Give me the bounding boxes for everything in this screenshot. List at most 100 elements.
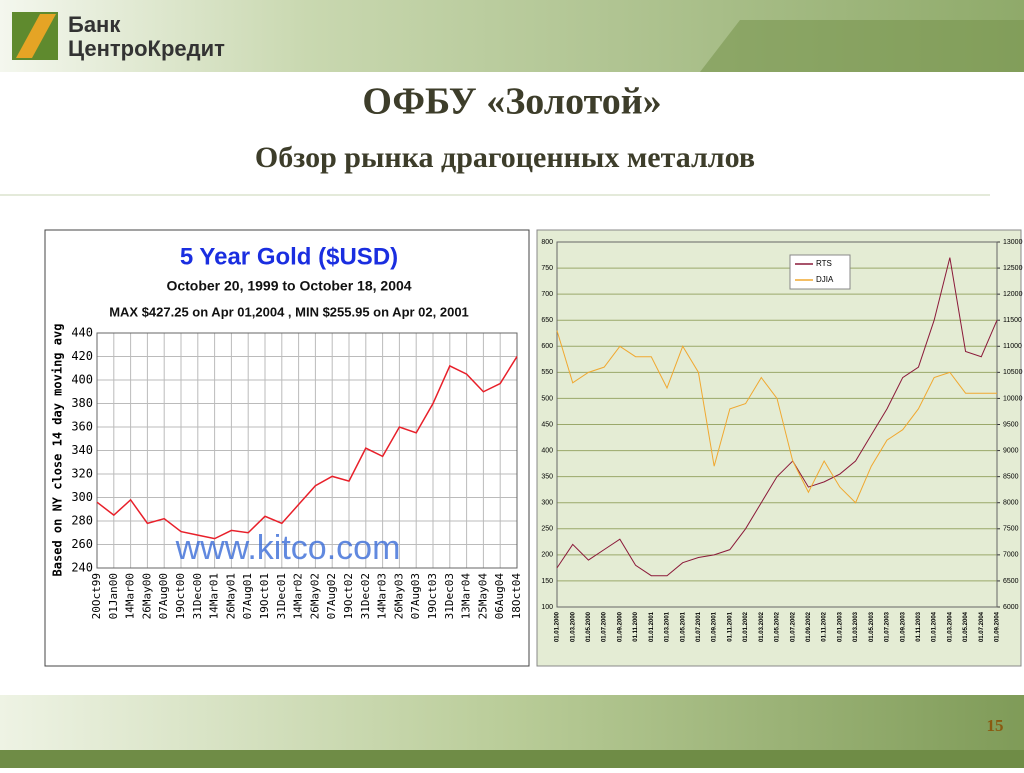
chart-title: 5 Year Gold ($USD) bbox=[180, 243, 398, 270]
y-tick-label: 250 bbox=[541, 526, 553, 533]
x-tick-label: 31Dec00 bbox=[191, 573, 204, 619]
x-tick-label: 01.09.2004 bbox=[995, 611, 1001, 642]
x-tick-label: 01.03.2003 bbox=[853, 611, 859, 642]
x-tick-label: 19Oct01 bbox=[258, 573, 271, 619]
x-tick-label: 01.09.2002 bbox=[806, 611, 812, 642]
chart-subtitle: October 20, 1999 to October 18, 2004 bbox=[166, 278, 411, 294]
y2-tick-label: 11000 bbox=[1003, 343, 1022, 350]
x-tick-label: 01.01.2000 bbox=[555, 611, 561, 642]
x-tick-label: 19Oct03 bbox=[426, 573, 439, 619]
y-tick-label: 700 bbox=[541, 291, 553, 298]
x-tick-label: 20Oct99 bbox=[90, 573, 103, 619]
chart-annotation: MAX $427.25 on Apr 01,2004 , MIN $255.95… bbox=[109, 304, 469, 319]
y-tick-label: 320 bbox=[71, 467, 93, 481]
y2-tick-label: 12000 bbox=[1003, 291, 1023, 298]
y2-tick-label: 7500 bbox=[1003, 526, 1019, 533]
series-line bbox=[556, 330, 997, 504]
y2-tick-label: 13000 bbox=[1003, 239, 1023, 246]
y-tick-label: 100 bbox=[541, 604, 553, 611]
x-tick-label: 26May02 bbox=[308, 573, 321, 619]
y2-tick-label: 6000 bbox=[1003, 604, 1019, 611]
x-tick-label: 01.09.2001 bbox=[712, 611, 718, 642]
x-tick-label: 01.05.2001 bbox=[680, 611, 686, 642]
plot-border bbox=[556, 241, 998, 608]
slide-title: ОФБУ «Золотой» bbox=[362, 81, 661, 123]
y-tick-label: 300 bbox=[71, 490, 93, 504]
x-tick-label: 01.05.2004 bbox=[963, 611, 969, 642]
x-tick-label: 01.05.2003 bbox=[869, 611, 875, 642]
y2-tick-label: 6500 bbox=[1003, 578, 1019, 585]
x-tick-label: 01.09.2003 bbox=[900, 611, 906, 642]
x-tick-label: 31Dec01 bbox=[275, 573, 288, 619]
page-number: 15 bbox=[987, 716, 1004, 735]
x-tick-label: 01.01.2002 bbox=[743, 611, 749, 642]
y-tick-label: 440 bbox=[71, 326, 93, 340]
y-tick-label: 350 bbox=[541, 473, 553, 480]
y-tick-label: 150 bbox=[541, 578, 553, 585]
x-tick-label: 01Jan00 bbox=[107, 573, 120, 619]
y-tick-label: 340 bbox=[71, 443, 93, 457]
y-tick-label: 400 bbox=[71, 373, 93, 387]
y2-tick-label: 8500 bbox=[1003, 473, 1019, 480]
series-line bbox=[556, 257, 998, 577]
logo-stripe bbox=[16, 14, 56, 58]
footer-strip bbox=[0, 750, 1024, 768]
x-tick-label: 19Oct02 bbox=[342, 573, 355, 619]
y2-tick-label: 8000 bbox=[1003, 500, 1019, 507]
x-tick-label: 13Mar04 bbox=[460, 573, 473, 620]
logo-text: Банк bbox=[68, 12, 121, 37]
y-tick-label: 280 bbox=[71, 514, 93, 528]
y-tick-label: 550 bbox=[541, 369, 553, 376]
x-tick-label: 01.11.2003 bbox=[916, 611, 922, 641]
x-tick-label: 01.11.2002 bbox=[822, 611, 828, 641]
y-tick-label: 360 bbox=[71, 420, 93, 434]
x-tick-label: 31Dec02 bbox=[359, 573, 372, 619]
y-tick-label: 400 bbox=[541, 447, 553, 454]
x-tick-label: 14Mar02 bbox=[292, 573, 305, 619]
x-tick-label: 25May04 bbox=[476, 573, 489, 620]
y-tick-label: 750 bbox=[541, 265, 553, 272]
x-tick-label: 01.03.2002 bbox=[759, 611, 765, 642]
x-tick-label: 26May01 bbox=[224, 573, 237, 619]
x-tick-label: 14Mar00 bbox=[124, 573, 137, 619]
y-tick-label: 600 bbox=[541, 343, 553, 350]
slide-subtitle: Обзор рынка драгоценных металлов bbox=[255, 141, 755, 174]
y2-tick-label: 11500 bbox=[1003, 317, 1022, 324]
x-tick-label: 07Aug01 bbox=[241, 573, 254, 619]
y-tick-label: 450 bbox=[541, 421, 553, 428]
y-axis-label: Based on NY close 14 day moving avg bbox=[51, 324, 65, 577]
x-tick-label: 01.11.2001 bbox=[727, 611, 733, 641]
x-tick-label: 18Oct04 bbox=[510, 573, 523, 620]
x-tick-label: 01.01.2004 bbox=[932, 611, 938, 642]
plot-border bbox=[96, 332, 518, 569]
y2-tick-label: 7000 bbox=[1003, 552, 1019, 559]
chart-frame bbox=[44, 229, 530, 667]
x-tick-label: 01.03.2000 bbox=[570, 611, 576, 642]
chart-frame bbox=[536, 229, 1022, 667]
x-tick-label: 07Aug00 bbox=[157, 573, 170, 619]
y2-tick-label: 10500 bbox=[1003, 369, 1023, 376]
x-tick-label: 01.11.2000 bbox=[633, 611, 639, 641]
series-line bbox=[96, 356, 518, 540]
y-tick-label: 380 bbox=[71, 396, 93, 410]
x-tick-label: 01.07.2003 bbox=[885, 611, 891, 642]
y-tick-label: 500 bbox=[541, 395, 553, 402]
x-tick-label: 01.05.2000 bbox=[586, 611, 592, 642]
y2-tick-label: 10000 bbox=[1003, 395, 1023, 402]
x-tick-label: 01.03.2004 bbox=[947, 611, 953, 642]
y-tick-label: 300 bbox=[541, 500, 553, 507]
legend-label: DJIA bbox=[816, 275, 834, 284]
y-tick-label: 240 bbox=[71, 561, 93, 575]
y2-tick-label: 9000 bbox=[1003, 447, 1019, 454]
x-tick-label: 01.07.2002 bbox=[790, 611, 796, 642]
y-tick-label: 200 bbox=[541, 552, 553, 559]
x-tick-label: 26May03 bbox=[392, 573, 405, 619]
x-tick-label: 01.03.2001 bbox=[665, 611, 671, 642]
legend-label: RTS bbox=[816, 259, 832, 268]
y-tick-label: 800 bbox=[541, 239, 553, 246]
y-tick-label: 650 bbox=[541, 317, 553, 324]
y-tick-label: 260 bbox=[71, 537, 93, 551]
y2-tick-label: 12500 bbox=[1003, 265, 1023, 272]
y2-tick-label: 9500 bbox=[1003, 421, 1019, 428]
